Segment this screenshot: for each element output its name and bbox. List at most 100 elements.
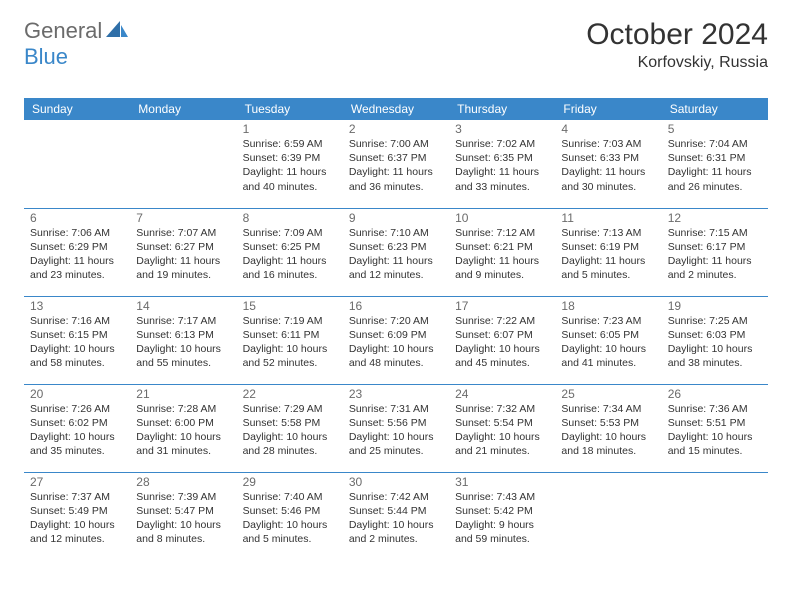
calendar-cell: 6Sunrise: 7:06 AMSunset: 6:29 PMDaylight…	[24, 208, 130, 296]
day-number: 19	[668, 299, 762, 313]
calendar-cell: 30Sunrise: 7:42 AMSunset: 5:44 PMDayligh…	[343, 472, 449, 560]
day-number: 22	[243, 387, 337, 401]
logo-text-blue: Blue	[24, 44, 68, 69]
calendar-cell: 1Sunrise: 6:59 AMSunset: 6:39 PMDaylight…	[237, 120, 343, 208]
title-block: October 2024 Korfovskiy, Russia	[586, 18, 768, 72]
calendar-cell: 8Sunrise: 7:09 AMSunset: 6:25 PMDaylight…	[237, 208, 343, 296]
day-details: Sunrise: 7:00 AMSunset: 6:37 PMDaylight:…	[349, 137, 443, 194]
logo-sail-icon	[106, 19, 128, 44]
day-details: Sunrise: 7:43 AMSunset: 5:42 PMDaylight:…	[455, 490, 549, 547]
day-number: 11	[561, 211, 655, 225]
calendar-cell: 23Sunrise: 7:31 AMSunset: 5:56 PMDayligh…	[343, 384, 449, 472]
month-title: October 2024	[586, 18, 768, 52]
location: Korfovskiy, Russia	[586, 54, 768, 72]
day-details: Sunrise: 7:02 AMSunset: 6:35 PMDaylight:…	[455, 137, 549, 194]
calendar-cell: 21Sunrise: 7:28 AMSunset: 6:00 PMDayligh…	[130, 384, 236, 472]
day-details: Sunrise: 7:06 AMSunset: 6:29 PMDaylight:…	[30, 226, 124, 283]
day-number: 17	[455, 299, 549, 313]
calendar-cell: 2Sunrise: 7:00 AMSunset: 6:37 PMDaylight…	[343, 120, 449, 208]
day-header: Monday	[130, 98, 236, 120]
calendar-cell: 16Sunrise: 7:20 AMSunset: 6:09 PMDayligh…	[343, 296, 449, 384]
calendar-cell: 12Sunrise: 7:15 AMSunset: 6:17 PMDayligh…	[662, 208, 768, 296]
calendar-cell: 14Sunrise: 7:17 AMSunset: 6:13 PMDayligh…	[130, 296, 236, 384]
day-details: Sunrise: 7:07 AMSunset: 6:27 PMDaylight:…	[136, 226, 230, 283]
day-details: Sunrise: 7:31 AMSunset: 5:56 PMDaylight:…	[349, 402, 443, 459]
day-details: Sunrise: 7:25 AMSunset: 6:03 PMDaylight:…	[668, 314, 762, 371]
logo: General	[24, 18, 130, 44]
logo-text-general: General	[24, 18, 102, 44]
day-number: 8	[243, 211, 337, 225]
calendar-cell: 22Sunrise: 7:29 AMSunset: 5:58 PMDayligh…	[237, 384, 343, 472]
calendar-cell: 13Sunrise: 7:16 AMSunset: 6:15 PMDayligh…	[24, 296, 130, 384]
calendar-row: 27Sunrise: 7:37 AMSunset: 5:49 PMDayligh…	[24, 472, 768, 560]
day-details: Sunrise: 7:04 AMSunset: 6:31 PMDaylight:…	[668, 137, 762, 194]
day-details: Sunrise: 7:16 AMSunset: 6:15 PMDaylight:…	[30, 314, 124, 371]
day-number: 5	[668, 122, 762, 136]
day-details: Sunrise: 7:39 AMSunset: 5:47 PMDaylight:…	[136, 490, 230, 547]
day-details: Sunrise: 7:42 AMSunset: 5:44 PMDaylight:…	[349, 490, 443, 547]
calendar-cell: 10Sunrise: 7:12 AMSunset: 6:21 PMDayligh…	[449, 208, 555, 296]
day-details: Sunrise: 7:13 AMSunset: 6:19 PMDaylight:…	[561, 226, 655, 283]
day-number: 21	[136, 387, 230, 401]
day-details: Sunrise: 7:36 AMSunset: 5:51 PMDaylight:…	[668, 402, 762, 459]
calendar-page: General October 2024 Korfovskiy, Russia …	[0, 0, 792, 578]
day-number: 28	[136, 475, 230, 489]
day-details: Sunrise: 7:22 AMSunset: 6:07 PMDaylight:…	[455, 314, 549, 371]
day-details: Sunrise: 7:20 AMSunset: 6:09 PMDaylight:…	[349, 314, 443, 371]
calendar-table: SundayMondayTuesdayWednesdayThursdayFrid…	[24, 98, 768, 560]
day-details: Sunrise: 7:15 AMSunset: 6:17 PMDaylight:…	[668, 226, 762, 283]
day-details: Sunrise: 7:40 AMSunset: 5:46 PMDaylight:…	[243, 490, 337, 547]
calendar-cell	[24, 120, 130, 208]
calendar-cell: 27Sunrise: 7:37 AMSunset: 5:49 PMDayligh…	[24, 472, 130, 560]
day-details: Sunrise: 7:19 AMSunset: 6:11 PMDaylight:…	[243, 314, 337, 371]
calendar-cell: 29Sunrise: 7:40 AMSunset: 5:46 PMDayligh…	[237, 472, 343, 560]
day-number: 16	[349, 299, 443, 313]
day-number: 29	[243, 475, 337, 489]
calendar-cell: 28Sunrise: 7:39 AMSunset: 5:47 PMDayligh…	[130, 472, 236, 560]
day-number: 27	[30, 475, 124, 489]
day-details: Sunrise: 7:26 AMSunset: 6:02 PMDaylight:…	[30, 402, 124, 459]
calendar-cell: 15Sunrise: 7:19 AMSunset: 6:11 PMDayligh…	[237, 296, 343, 384]
day-number: 12	[668, 211, 762, 225]
calendar-cell	[130, 120, 236, 208]
day-number: 13	[30, 299, 124, 313]
calendar-cell: 7Sunrise: 7:07 AMSunset: 6:27 PMDaylight…	[130, 208, 236, 296]
day-details: Sunrise: 6:59 AMSunset: 6:39 PMDaylight:…	[243, 137, 337, 194]
calendar-cell: 26Sunrise: 7:36 AMSunset: 5:51 PMDayligh…	[662, 384, 768, 472]
day-number: 24	[455, 387, 549, 401]
calendar-row: 13Sunrise: 7:16 AMSunset: 6:15 PMDayligh…	[24, 296, 768, 384]
day-number: 10	[455, 211, 549, 225]
day-number: 14	[136, 299, 230, 313]
calendar-cell: 4Sunrise: 7:03 AMSunset: 6:33 PMDaylight…	[555, 120, 661, 208]
day-number: 6	[30, 211, 124, 225]
day-details: Sunrise: 7:28 AMSunset: 6:00 PMDaylight:…	[136, 402, 230, 459]
day-details: Sunrise: 7:29 AMSunset: 5:58 PMDaylight:…	[243, 402, 337, 459]
calendar-row: 1Sunrise: 6:59 AMSunset: 6:39 PMDaylight…	[24, 120, 768, 208]
day-number: 4	[561, 122, 655, 136]
day-number: 31	[455, 475, 549, 489]
calendar-cell: 24Sunrise: 7:32 AMSunset: 5:54 PMDayligh…	[449, 384, 555, 472]
calendar-cell: 18Sunrise: 7:23 AMSunset: 6:05 PMDayligh…	[555, 296, 661, 384]
day-details: Sunrise: 7:09 AMSunset: 6:25 PMDaylight:…	[243, 226, 337, 283]
calendar-cell	[555, 472, 661, 560]
day-number: 26	[668, 387, 762, 401]
calendar-cell: 17Sunrise: 7:22 AMSunset: 6:07 PMDayligh…	[449, 296, 555, 384]
calendar-cell: 25Sunrise: 7:34 AMSunset: 5:53 PMDayligh…	[555, 384, 661, 472]
calendar-body: 1Sunrise: 6:59 AMSunset: 6:39 PMDaylight…	[24, 120, 768, 560]
logo-blue-wrap: Blue	[24, 44, 68, 70]
calendar-cell: 31Sunrise: 7:43 AMSunset: 5:42 PMDayligh…	[449, 472, 555, 560]
header: General October 2024 Korfovskiy, Russia	[24, 18, 768, 72]
day-number: 2	[349, 122, 443, 136]
calendar-cell: 3Sunrise: 7:02 AMSunset: 6:35 PMDaylight…	[449, 120, 555, 208]
day-number: 25	[561, 387, 655, 401]
day-number: 30	[349, 475, 443, 489]
day-details: Sunrise: 7:12 AMSunset: 6:21 PMDaylight:…	[455, 226, 549, 283]
day-number: 23	[349, 387, 443, 401]
day-details: Sunrise: 7:03 AMSunset: 6:33 PMDaylight:…	[561, 137, 655, 194]
day-number: 18	[561, 299, 655, 313]
day-number: 15	[243, 299, 337, 313]
day-header: Tuesday	[237, 98, 343, 120]
day-number: 9	[349, 211, 443, 225]
calendar-cell: 5Sunrise: 7:04 AMSunset: 6:31 PMDaylight…	[662, 120, 768, 208]
day-number: 7	[136, 211, 230, 225]
